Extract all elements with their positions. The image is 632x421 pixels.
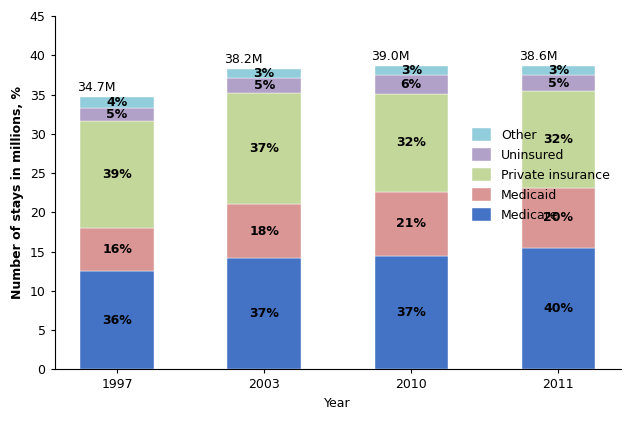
Text: 32%: 32% (544, 133, 573, 146)
Text: 40%: 40% (544, 302, 573, 315)
Text: 4%: 4% (106, 96, 128, 109)
Y-axis label: Number of stays in millions, %: Number of stays in millions, % (11, 86, 24, 299)
Bar (80, 122, 154, 228)
Text: 38.2M: 38.2M (224, 53, 263, 67)
Bar (80, 271, 154, 369)
Bar (228, 258, 301, 369)
Bar (228, 69, 301, 78)
Text: 5%: 5% (253, 80, 275, 93)
Text: 39.0M: 39.0M (372, 50, 410, 63)
Text: 39%: 39% (102, 168, 132, 181)
Text: 38.6M: 38.6M (519, 50, 557, 63)
Text: 34.7M: 34.7M (77, 81, 116, 94)
Bar (521, 91, 595, 187)
Bar (521, 75, 595, 91)
Text: 37%: 37% (249, 142, 279, 155)
Bar (228, 78, 301, 93)
Bar (228, 205, 301, 258)
Bar (521, 187, 595, 248)
Text: 6%: 6% (401, 78, 422, 91)
Bar (375, 75, 448, 94)
Legend: Other, Uninsured, Private insurance, Medicaid, Medicare: Other, Uninsured, Private insurance, Med… (467, 123, 615, 226)
Bar (228, 93, 301, 205)
Bar (80, 108, 154, 122)
Text: 32%: 32% (396, 136, 426, 149)
Text: 21%: 21% (396, 217, 426, 230)
Text: 5%: 5% (548, 77, 569, 90)
Text: 18%: 18% (249, 225, 279, 238)
Bar (521, 248, 595, 369)
Bar (521, 67, 595, 75)
Text: 20%: 20% (544, 211, 573, 224)
Text: 37%: 37% (249, 307, 279, 320)
Text: 3%: 3% (401, 64, 422, 77)
Text: 37%: 37% (396, 306, 426, 319)
Text: 3%: 3% (253, 67, 275, 80)
Bar (375, 66, 448, 75)
Text: 16%: 16% (102, 243, 132, 256)
Bar (375, 256, 448, 369)
Bar (375, 94, 448, 192)
Text: 3%: 3% (548, 64, 569, 77)
Text: 5%: 5% (106, 108, 128, 121)
Text: 36%: 36% (102, 314, 132, 327)
Bar (375, 192, 448, 256)
Bar (80, 228, 154, 271)
X-axis label: Year: Year (324, 397, 351, 410)
Bar (80, 97, 154, 108)
